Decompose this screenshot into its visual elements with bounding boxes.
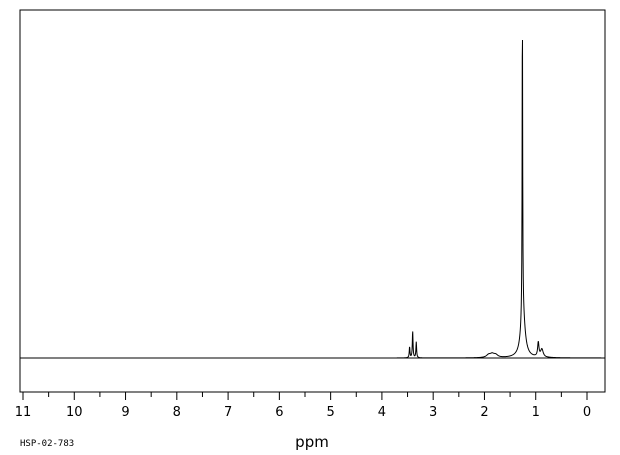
spectrum-line (21, 39, 604, 359)
plot-frame (19, 9, 606, 393)
tick-label: 11 (15, 405, 32, 420)
x-axis-ticks (22, 392, 588, 400)
tick-label: 1 (532, 405, 540, 420)
x-axis-title: ppm (295, 433, 329, 451)
tick-label: 7 (224, 405, 232, 420)
x-axis-tick-labels: 11 10 9 8 7 6 5 4 3 2 1 0 (15, 405, 591, 420)
tick-label: 9 (121, 405, 129, 420)
sample-code-label: HSP-02-783 (20, 439, 74, 449)
tick-label: 4 (378, 405, 386, 420)
tick-label: 0 (583, 405, 591, 420)
tick-label: 8 (173, 405, 181, 420)
tick-label: 3 (429, 405, 437, 420)
tick-label: 2 (480, 405, 488, 420)
tick-label: 6 (275, 405, 283, 420)
tick-label: 5 (326, 405, 334, 420)
tick-label: 10 (66, 405, 83, 420)
